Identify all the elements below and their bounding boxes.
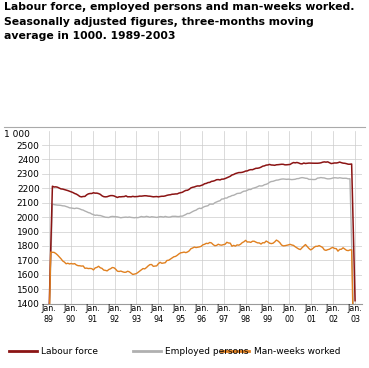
Text: 93: 93 xyxy=(131,315,141,323)
Text: 98: 98 xyxy=(241,315,251,323)
Text: Labour force, employed persons and man-weeks worked.: Labour force, employed persons and man-w… xyxy=(4,2,354,12)
Text: Jan.: Jan. xyxy=(304,304,319,312)
Text: 92: 92 xyxy=(110,315,120,323)
Text: Jan.: Jan. xyxy=(238,304,253,312)
Text: 99: 99 xyxy=(262,315,273,323)
Text: Jan.: Jan. xyxy=(348,304,362,312)
Text: Jan.: Jan. xyxy=(129,304,144,312)
Text: Jan.: Jan. xyxy=(151,304,166,312)
Text: Jan.: Jan. xyxy=(326,304,341,312)
Text: 00: 00 xyxy=(284,315,294,323)
Text: 96: 96 xyxy=(197,315,207,323)
Text: Jan.: Jan. xyxy=(42,304,56,312)
Text: Jan.: Jan. xyxy=(107,304,122,312)
Text: 91: 91 xyxy=(88,315,98,323)
Text: Jan.: Jan. xyxy=(63,304,78,312)
Text: Jan.: Jan. xyxy=(217,304,231,312)
Text: 02: 02 xyxy=(328,315,338,323)
Text: 97: 97 xyxy=(219,315,229,323)
Text: 03: 03 xyxy=(350,315,360,323)
Text: 01: 01 xyxy=(306,315,316,323)
Text: 95: 95 xyxy=(175,315,185,323)
Text: Jan.: Jan. xyxy=(85,304,100,312)
Text: 1 000: 1 000 xyxy=(4,130,30,138)
Text: Jan.: Jan. xyxy=(282,304,297,312)
Text: Jan.: Jan. xyxy=(260,304,275,312)
Text: Seasonally adjusted figures, three-months moving: Seasonally adjusted figures, three-month… xyxy=(4,17,313,26)
Text: Employed persons: Employed persons xyxy=(165,347,248,356)
Text: 94: 94 xyxy=(153,315,163,323)
Text: average in 1000. 1989-2003: average in 1000. 1989-2003 xyxy=(4,31,175,41)
Text: Man-weeks worked: Man-weeks worked xyxy=(254,347,340,356)
Text: Labour force: Labour force xyxy=(41,347,98,356)
Text: Jan.: Jan. xyxy=(195,304,209,312)
Text: Jan.: Jan. xyxy=(173,304,187,312)
Text: 90: 90 xyxy=(66,315,76,323)
Text: 89: 89 xyxy=(44,315,54,323)
